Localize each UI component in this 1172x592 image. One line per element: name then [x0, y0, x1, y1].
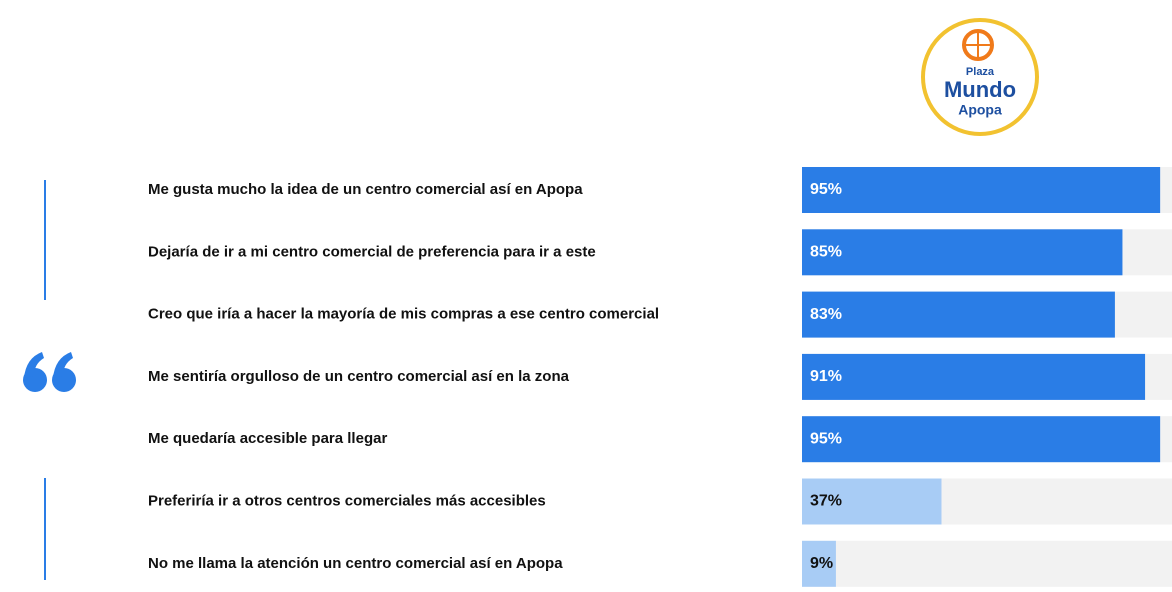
- logo-text: Apopa: [958, 102, 1002, 118]
- bar-track: [802, 540, 1172, 587]
- bar: [802, 167, 1161, 213]
- logo: Plaza Mundo Apopa: [921, 18, 1039, 136]
- value-label: 37%: [810, 493, 842, 510]
- value-label: 95%: [810, 430, 842, 447]
- bar: [802, 478, 942, 525]
- value-label: 95%: [810, 181, 842, 198]
- value-label: 91%: [810, 368, 842, 385]
- logo-globe-lines: [964, 31, 992, 59]
- logo-text: Mundo: [944, 77, 1016, 102]
- category-label: Me gusta mucho la idea de un centro come…: [148, 181, 583, 198]
- category-label: Dejaría de ir a mi centro comercial de p…: [148, 243, 596, 260]
- category-label: Creo que iría a hacer la mayoría de mis …: [148, 306, 659, 323]
- logo-text: Plaza: [966, 66, 995, 78]
- bar: [802, 291, 1115, 338]
- value-label: 83%: [810, 306, 842, 323]
- category-label: Preferiría ir a otros centros comerciale…: [148, 492, 546, 509]
- value-label: 85%: [810, 244, 842, 261]
- quote-icon: [23, 352, 76, 392]
- bar: [802, 540, 836, 587]
- category-label: Me quedaría accesible para llegar: [148, 430, 387, 447]
- logo-ring: [921, 18, 1039, 136]
- category-label: No me llama la atención un centro comerc…: [148, 555, 563, 572]
- bar: [802, 353, 1146, 400]
- category-label: Me sentiría orgulloso de un centro comer…: [148, 368, 570, 385]
- bar: [802, 229, 1123, 276]
- bar: [802, 416, 1161, 463]
- value-label: 9%: [810, 555, 833, 572]
